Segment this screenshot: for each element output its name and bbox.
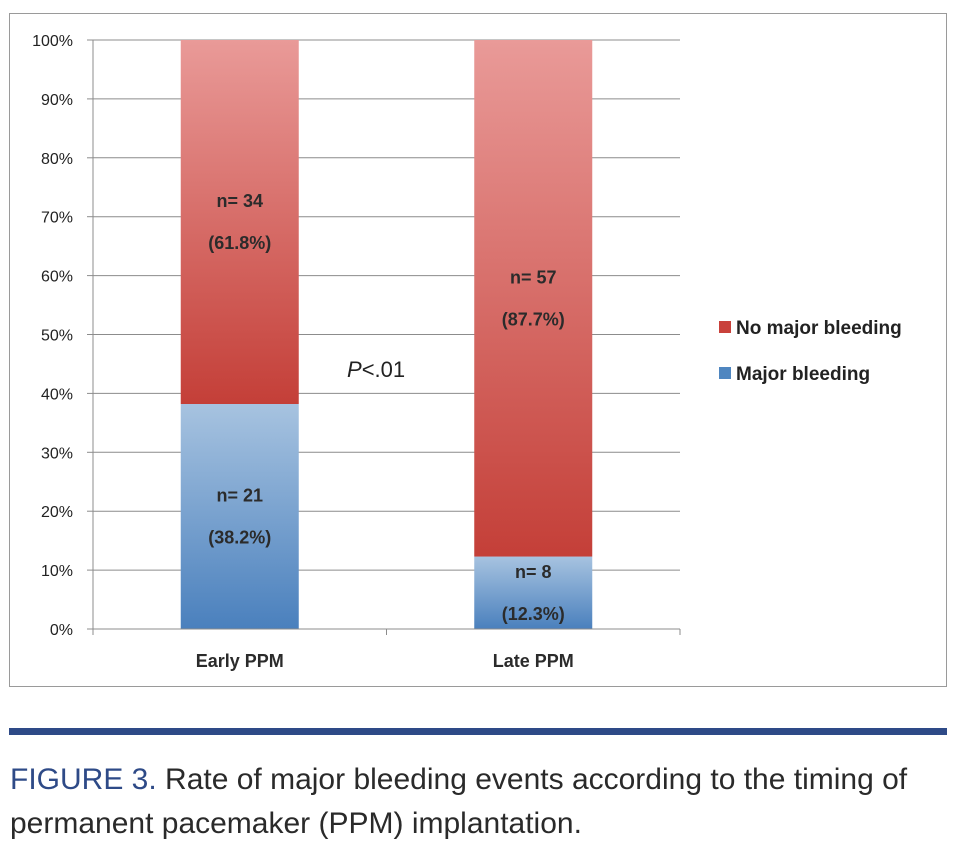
legend-label: Major bleeding (736, 364, 870, 385)
data-label: n= 8 (515, 562, 552, 582)
y-tick-label: 100% (32, 33, 73, 50)
y-tick-label: 80% (41, 151, 73, 168)
stacked-bar-chart: 0% 10% 20% 30% 40% 50% 60% 70% 80% 90% 100% Early P… (32, 33, 902, 671)
caption-divider (9, 728, 947, 735)
caption-text: Rate of major bleeding events according … (10, 763, 908, 840)
x-tick-label: Late PPM (493, 651, 574, 671)
legend-label: No major bleeding (736, 318, 902, 339)
data-label: (38.2%) (208, 528, 271, 548)
y-tick-label: 10% (41, 563, 73, 580)
y-tick-label: 40% (41, 386, 73, 403)
y-tick-label: 50% (41, 328, 73, 345)
y-tick-label: 20% (41, 504, 73, 521)
legend-swatch (719, 321, 731, 333)
y-tick-label: 0% (50, 622, 73, 639)
data-label: (87.7%) (502, 309, 565, 329)
p-value-italic: P (347, 357, 362, 382)
bar-segment (180, 404, 299, 629)
caption-label: FIGURE 3. (10, 763, 157, 796)
bar-segment (474, 40, 593, 557)
data-label: (61.8%) (208, 233, 271, 253)
p-value-annotation: P<.01 (347, 357, 405, 382)
y-tick-label: 30% (41, 445, 73, 462)
bar-segment (474, 556, 593, 629)
y-tick-label: 90% (41, 92, 73, 109)
legend-swatch (719, 367, 731, 379)
data-label: n= 57 (510, 267, 557, 287)
x-tick-label: Early PPM (196, 651, 284, 671)
bar-segment (180, 40, 299, 405)
y-tick-label: 70% (41, 210, 73, 227)
data-label: n= 34 (216, 191, 263, 211)
figure-caption: FIGURE 3. Rate of major bleeding events … (10, 758, 950, 846)
y-tick-label: 60% (41, 269, 73, 286)
data-label: (12.3%) (502, 604, 565, 624)
p-value-text: <.01 (362, 357, 405, 382)
data-label: n= 21 (216, 486, 263, 506)
